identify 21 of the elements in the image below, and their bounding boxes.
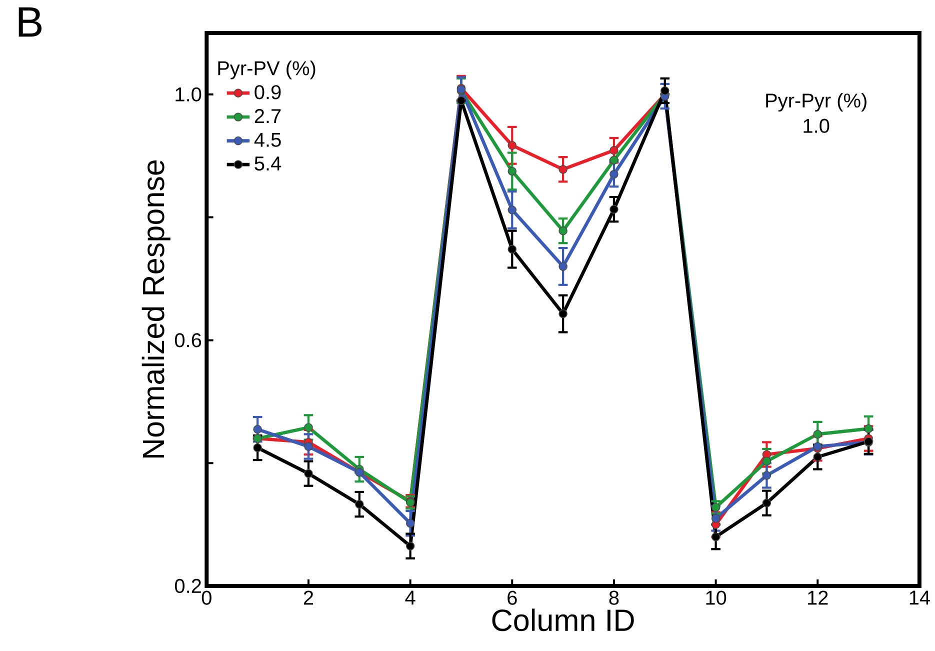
x-tick-label: 8	[609, 590, 619, 605]
legend-label: 4.5	[254, 133, 281, 147]
y-axis-title: Normalized Response	[142, 160, 170, 458]
legend-label: 0.9	[254, 85, 281, 100]
x-axis-title: Column ID	[492, 608, 634, 632]
x-tick-label: 6	[508, 590, 517, 605]
x-tick-label: 4	[405, 590, 416, 604]
x-tick-label: 14	[910, 590, 930, 604]
x-tick-label: 0	[202, 590, 212, 605]
annotation: Pyr-Pyr (%)	[766, 93, 866, 112]
text: B	[18, 7, 42, 37]
x-tick-label: 2	[304, 590, 314, 605]
y-tick-label: 1.0	[176, 87, 202, 102]
legend-title: Pyr-PV (%)	[218, 60, 316, 80]
legend-label: 5.4	[254, 156, 282, 171]
legend-label: 2.7	[254, 109, 281, 124]
x-tick-label: 12	[808, 590, 828, 605]
x-tick-label: 10	[706, 590, 726, 605]
annotation: 1.0	[804, 118, 830, 133]
y-tick-label: 0.6	[174, 333, 202, 348]
y-tick-label: 0.2	[174, 578, 201, 594]
